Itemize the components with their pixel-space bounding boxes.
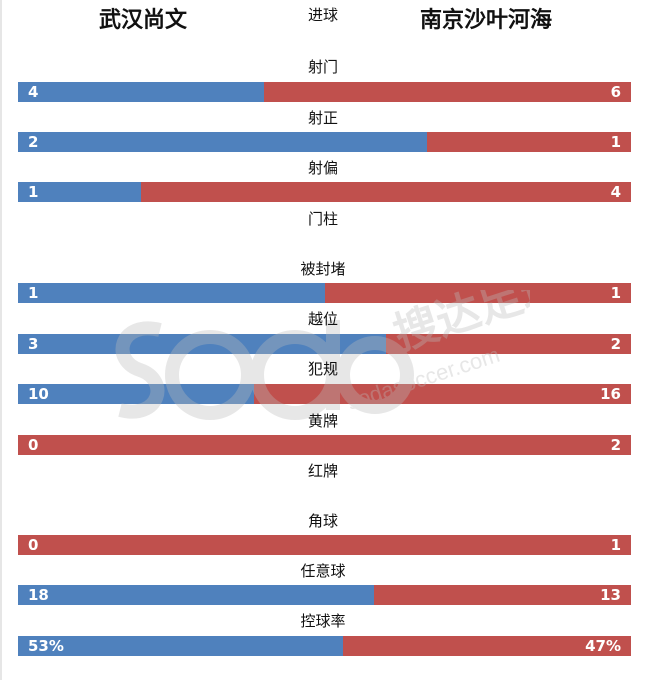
- away-segment: [141, 182, 631, 202]
- stat-bar-possession: 53% 47%: [18, 636, 631, 656]
- home-segment: [18, 384, 254, 404]
- away-value: 6: [610, 83, 621, 101]
- stat-label-free-kicks: 任意球: [300, 562, 346, 580]
- stat-label-corners: 角球: [307, 512, 339, 530]
- away-segment: [343, 636, 631, 656]
- stat-bar-blocked: 1 1: [18, 283, 631, 303]
- away-value: 1: [610, 284, 621, 302]
- home-value: 1: [28, 183, 39, 201]
- home-value: 1: [28, 284, 39, 302]
- away-value: 2: [610, 436, 621, 454]
- away-value: 1: [610, 133, 621, 151]
- home-segment: [18, 182, 141, 202]
- stat-label-shots-off-target: 射偏: [307, 159, 339, 177]
- away-segment: [325, 283, 631, 303]
- home-segment: [18, 82, 264, 102]
- home-segment: [18, 132, 427, 152]
- stat-bar-yellow-cards: 0 2: [18, 435, 631, 455]
- home-value: 18: [28, 586, 49, 604]
- home-segment: [18, 636, 343, 656]
- away-value: 47%: [585, 637, 621, 655]
- away-value: 2: [610, 335, 621, 353]
- away-value: 16: [600, 385, 621, 403]
- home-segment: [18, 283, 325, 303]
- away-value: 4: [610, 183, 621, 201]
- stat-label-possession: 控球率: [300, 612, 346, 630]
- stat-label-offside: 越位: [307, 310, 339, 328]
- stat-bar-corners: 0 1: [18, 535, 631, 555]
- away-value: 13: [600, 586, 621, 604]
- stat-label-shots: 射门: [307, 58, 339, 76]
- away-segment: [386, 334, 631, 354]
- away-segment: [264, 82, 631, 102]
- stat-label-yellow-cards: 黄牌: [307, 412, 339, 430]
- home-value: 2: [28, 133, 39, 151]
- stat-bar-offside: 3 2: [18, 334, 631, 354]
- home-value: 4: [28, 83, 39, 101]
- away-segment: [427, 132, 631, 152]
- home-value: 10: [28, 385, 49, 403]
- away-segment: [254, 384, 631, 404]
- home-team-name: 武汉尚文: [98, 8, 188, 33]
- stat-bar-fouls: 10 16: [18, 384, 631, 404]
- stat-label-red-cards: 红牌: [307, 462, 339, 480]
- home-segment: [18, 585, 374, 605]
- stat-bar-shots-off-target: 1 4: [18, 182, 631, 202]
- stat-label-woodwork: 门柱: [307, 210, 339, 228]
- stat-bar-shots-on-target: 2 1: [18, 132, 631, 152]
- stat-label-fouls: 犯规: [307, 360, 339, 378]
- away-segment: [18, 535, 631, 555]
- stat-label-goals: 进球: [307, 6, 339, 24]
- left-border: [0, 0, 2, 680]
- stat-bar-free-kicks: 18 13: [18, 585, 631, 605]
- away-segment: [374, 585, 631, 605]
- away-segment: [18, 435, 631, 455]
- stat-bar-shots: 4 6: [18, 82, 631, 102]
- away-team-name: 南京沙叶河海: [419, 8, 553, 33]
- home-value: 0: [28, 436, 39, 454]
- home-value: 53%: [28, 637, 64, 655]
- stat-label-shots-on-target: 射正: [307, 109, 339, 127]
- away-value: 1: [610, 536, 621, 554]
- stat-label-blocked: 被封堵: [300, 260, 346, 278]
- home-value: 3: [28, 335, 39, 353]
- home-value: 0: [28, 536, 39, 554]
- home-segment: [18, 334, 386, 354]
